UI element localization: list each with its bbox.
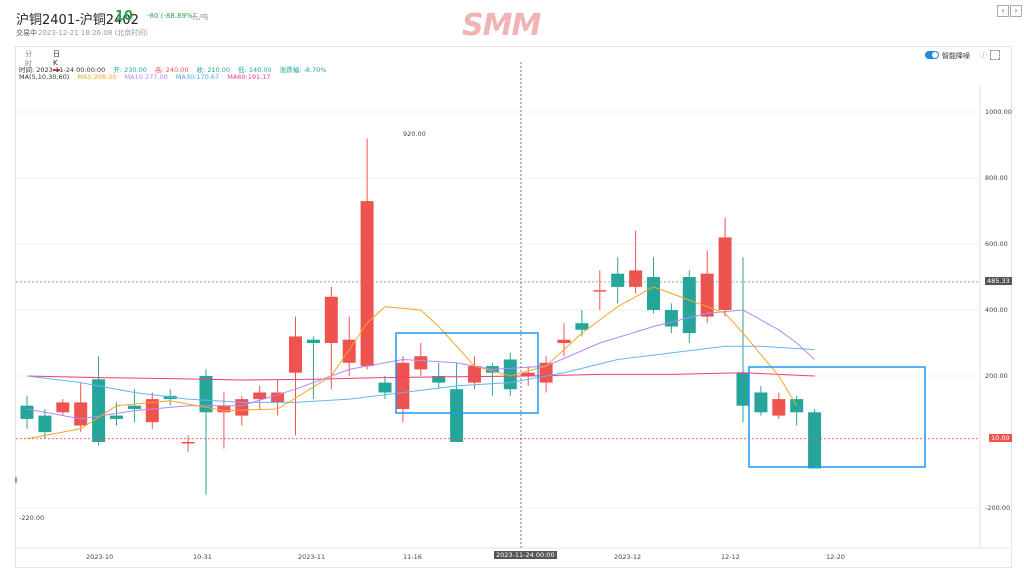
timestamp: 2023-12-21 18:26:08 (北京时间) [38, 29, 149, 37]
ma10-value: MA10:277.00 [124, 73, 168, 81]
crosshair-date-tag: 2023-11-24 00:00 [494, 551, 557, 559]
candle-body [682, 277, 696, 334]
candle-body [432, 376, 446, 383]
price-change: -80 (-88.89%) [147, 12, 196, 20]
info-open: 开: 230.00 [113, 66, 147, 74]
ma5-value: MA5:208.00 [77, 73, 117, 81]
candle-body [557, 339, 571, 343]
y-tick-label: 800.00 [985, 174, 1008, 182]
info-pct: 涨跌幅: -8.70% [279, 66, 327, 74]
y-tick-label: 600.00 [985, 240, 1008, 248]
candle-body [20, 405, 34, 419]
max-annotation: 920.00 [403, 130, 426, 138]
help-icon[interactable]: ⓘ [980, 52, 987, 60]
candle-body [718, 237, 732, 310]
chevron-left-icon[interactable]: ‹ [997, 5, 1009, 17]
candle-body [736, 372, 750, 406]
smart-denoise-toggle[interactable] [925, 51, 939, 59]
candle-body [664, 310, 678, 327]
candle-body [289, 336, 302, 373]
trading-status: 交易中 [16, 29, 37, 37]
chart-panel [15, 46, 1012, 568]
candle-body [647, 277, 660, 310]
x-tick-label: 10-31 [193, 553, 212, 561]
candle-body [235, 399, 249, 416]
candle-body [629, 270, 643, 287]
highlight-box [748, 366, 926, 468]
header-bar: 沪铜2401-沪铜2402 10 -80 (-88.89%) 元/吨 交易中 2… [0, 0, 1024, 44]
candle-body [593, 290, 607, 292]
fullscreen-icon[interactable] [990, 50, 1000, 60]
candle-body [360, 201, 374, 367]
candle-body [324, 296, 338, 343]
x-tick-label: 2023-11 [298, 553, 326, 561]
current-price: 10 [115, 9, 134, 24]
candle-body [468, 366, 481, 383]
candle-body [217, 405, 231, 413]
info-time: 时间: 2023-11-24 00:00:00 [19, 66, 106, 74]
candle-body [754, 392, 768, 413]
x-tick-label: 12-12 [721, 553, 740, 561]
candle-body [450, 389, 464, 442]
highlight-box [395, 332, 539, 414]
current-price-tag: 10.00 [989, 433, 1012, 442]
x-tick-label: 12-20 [826, 553, 845, 561]
ma60-value: MA60:191.17 [227, 73, 271, 81]
candle-body [38, 415, 52, 433]
y-tick-label: 200.00 [985, 372, 1008, 380]
candle-body [414, 356, 428, 370]
candle-body [396, 362, 410, 409]
chevron-right-icon[interactable]: › [1010, 5, 1022, 17]
candle-body [181, 442, 195, 444]
candle-body [378, 382, 392, 393]
candle-body [271, 392, 285, 403]
candle-body [163, 395, 177, 400]
candle-body [74, 402, 88, 426]
y-tick-label: 400.00 [985, 306, 1008, 314]
ma-params: MA(5,10,30,60) [19, 73, 70, 81]
candle-body [145, 399, 159, 423]
candle-body [575, 323, 589, 330]
x-tick-label: 2023-12 [614, 553, 642, 561]
crosshair-price-tag: 485.33 [985, 276, 1012, 285]
candle-body [700, 273, 714, 317]
ohlc-info: 时间: 2023-11-24 00:00:00 开: 230.00 高: 240… [19, 64, 332, 74]
ma60-line [26, 372, 815, 381]
info-high: 高: 240.00 [154, 66, 189, 74]
instrument-title: 沪铜2401-沪铜2402 [16, 13, 139, 28]
ma-info: MA(5,10,30,60) MA5:208.00 MA10:277.00 MA… [19, 73, 277, 81]
min-annotation: -220.00 [19, 514, 45, 522]
ma5-line [26, 286, 798, 440]
tab-intraday[interactable]: 分时 [25, 50, 32, 68]
info-close: 收: 210.00 [196, 66, 231, 74]
smart-denoise-label: 智能降噪 [942, 52, 970, 60]
candle-body [539, 362, 553, 383]
candle-body [521, 372, 535, 376]
y-tick-label: 1000.00 [985, 108, 1012, 116]
candle-body [199, 376, 213, 413]
smm-logo: SMM [462, 8, 541, 43]
candle-body [253, 392, 267, 400]
candle-body [127, 405, 141, 409]
x-tick-label: 2023-10 [86, 553, 114, 561]
info-low: 低: 140.00 [238, 66, 272, 74]
ma30-line [26, 345, 815, 403]
candle-body [772, 399, 786, 416]
tab-daily-k[interactable]: 日K [53, 49, 60, 71]
ma30-value: MA30:170.67 [175, 73, 220, 81]
candle-body [611, 273, 625, 287]
candle-body [306, 339, 320, 343]
price-unit: 元/吨 [192, 13, 209, 21]
candle-body [808, 412, 822, 469]
candle-body [92, 379, 106, 442]
candle-body [110, 415, 123, 419]
x-tick-label: 11-16 [403, 553, 422, 561]
y-tick-label: -200.00 [985, 504, 1011, 512]
candle-body [56, 402, 70, 413]
